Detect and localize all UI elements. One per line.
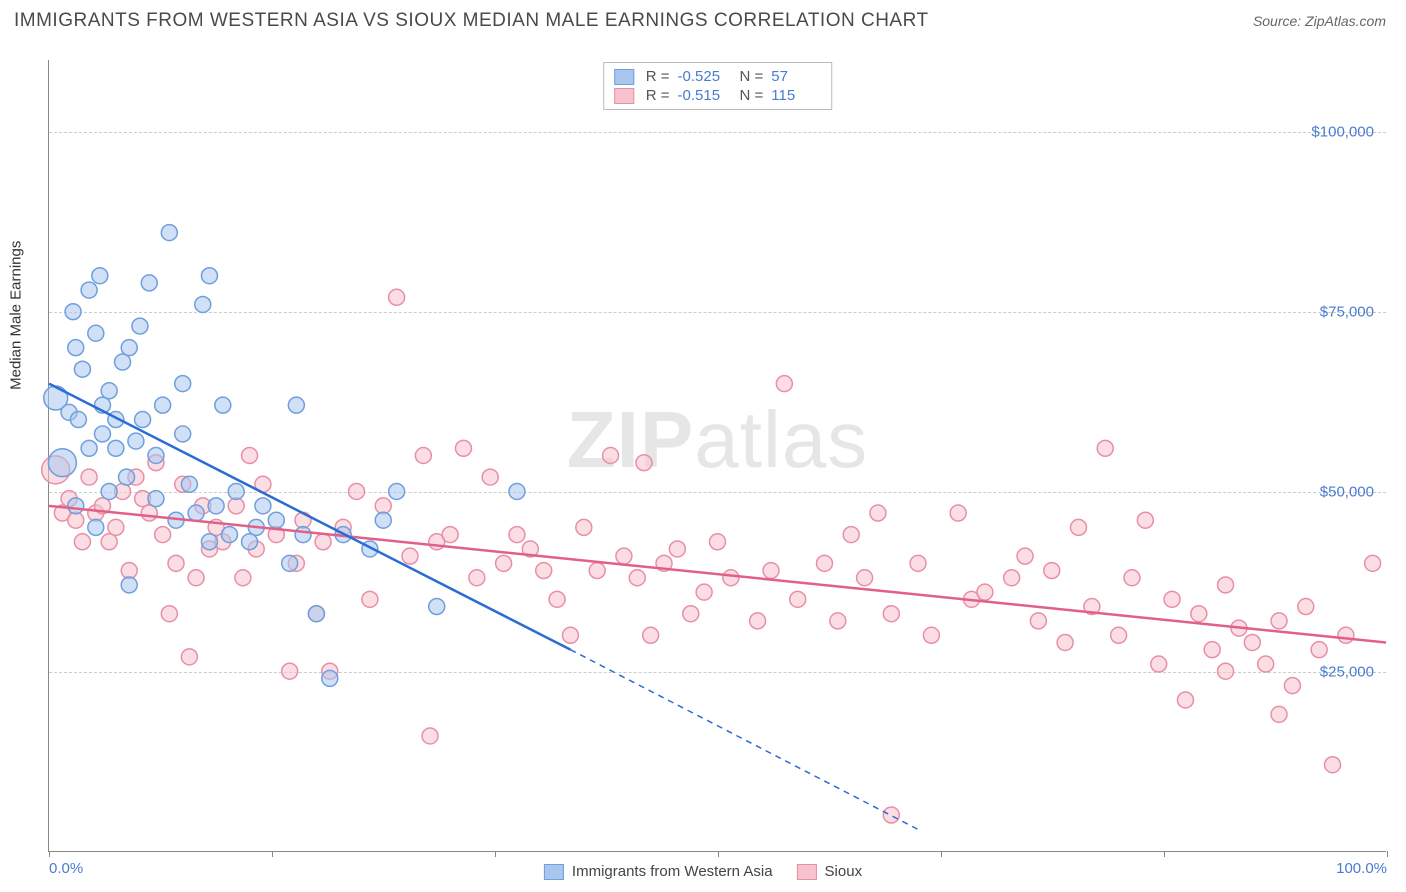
chart-title: IMMIGRANTS FROM WESTERN ASIA VS SIOUX ME… [14, 10, 929, 32]
x-tick-label: 0.0% [49, 860, 83, 877]
chart-source: Source: ZipAtlas.com [1253, 13, 1386, 29]
r-value-a: -0.525 [678, 68, 728, 85]
legend-label-b: Sioux [825, 863, 863, 880]
stats-row-series-a: R = -0.525 N = 57 [614, 67, 822, 86]
plot-area: ZIPatlas $25,000$50,000$75,000$100,000 0… [48, 60, 1386, 852]
y-axis-label: Median Male Earnings [8, 241, 25, 390]
n-value-b: 115 [771, 87, 821, 104]
bottom-legend: Immigrants from Western Asia Sioux [544, 863, 862, 880]
n-value-a: 57 [771, 68, 821, 85]
stats-legend: R = -0.525 N = 57 R = -0.515 N = 115 [603, 62, 833, 110]
legend-item-b: Sioux [797, 863, 863, 880]
chart-header: IMMIGRANTS FROM WESTERN ASIA VS SIOUX ME… [0, 0, 1406, 40]
legend-item-a: Immigrants from Western Asia [544, 863, 773, 880]
legend-swatch-b [797, 864, 817, 880]
swatch-series-a [614, 69, 634, 85]
scatter-plot-svg [49, 60, 1386, 851]
x-tick-label: 100.0% [1336, 860, 1387, 877]
chart-container: Median Male Earnings ZIPatlas $25,000$50… [48, 60, 1386, 852]
legend-label-a: Immigrants from Western Asia [572, 863, 773, 880]
r-value-b: -0.515 [678, 87, 728, 104]
legend-swatch-a [544, 864, 564, 880]
stats-row-series-b: R = -0.515 N = 115 [614, 86, 822, 105]
swatch-series-b [614, 88, 634, 104]
